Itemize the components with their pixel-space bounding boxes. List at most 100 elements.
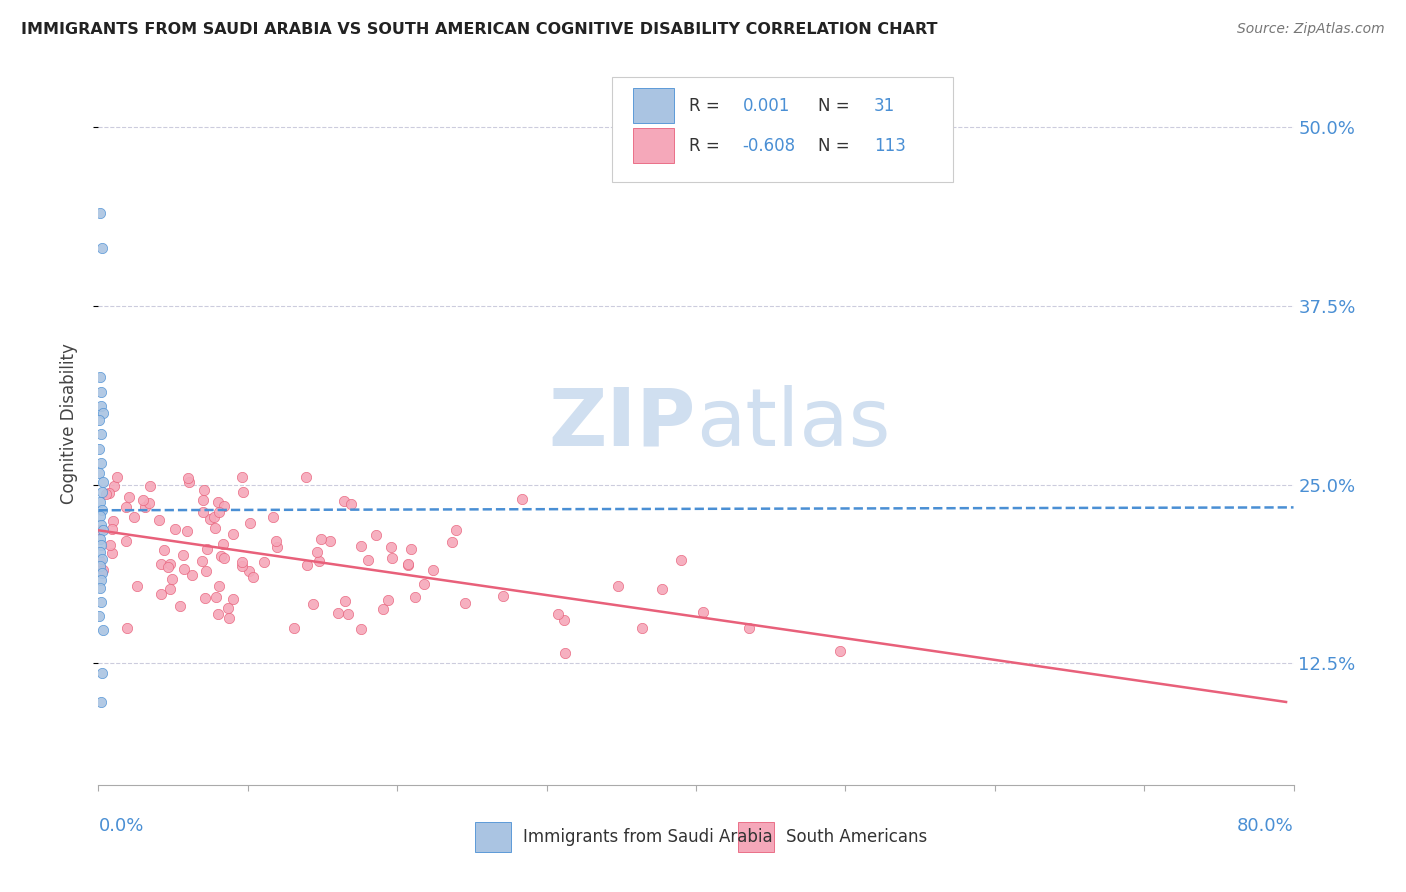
Point	[333, 594, 356, 608]
Point	[89, 524, 111, 538]
Point	[412, 577, 434, 591]
Point	[262, 510, 284, 524]
Point	[159, 582, 181, 596]
Point	[231, 559, 253, 574]
Point	[350, 622, 373, 636]
Point	[242, 570, 264, 584]
Point	[89, 609, 111, 624]
Point	[91, 523, 114, 537]
Bar	[633, 88, 675, 123]
Text: N =: N =	[818, 97, 855, 115]
Point	[297, 558, 319, 572]
Point	[381, 550, 404, 565]
Point	[89, 581, 111, 595]
Point	[319, 534, 342, 549]
Text: 113: 113	[875, 136, 905, 154]
Point	[132, 492, 155, 507]
Point	[231, 555, 253, 569]
Point	[305, 545, 328, 559]
Point	[217, 600, 239, 615]
Point	[191, 554, 214, 568]
Point	[98, 538, 121, 552]
Point	[212, 500, 235, 514]
Point	[328, 607, 350, 621]
Point	[125, 579, 148, 593]
Point	[380, 540, 402, 554]
Text: IMMIGRANTS FROM SAUDI ARABIA VS SOUTH AMERICAN COGNITIVE DISABILITY CORRELATION : IMMIGRANTS FROM SAUDI ARABIA VS SOUTH AM…	[21, 22, 938, 37]
Point	[553, 613, 575, 627]
Point	[90, 595, 112, 609]
Point	[118, 490, 141, 504]
Point	[209, 549, 232, 564]
Point	[231, 470, 253, 484]
Point	[444, 524, 467, 538]
Point	[105, 470, 128, 484]
Point	[512, 491, 534, 506]
Point	[266, 533, 288, 548]
Point	[332, 494, 354, 508]
Point	[103, 479, 125, 493]
Text: N =: N =	[818, 136, 855, 154]
Text: -0.608: -0.608	[742, 136, 796, 154]
Point	[222, 591, 245, 606]
FancyBboxPatch shape	[613, 77, 953, 182]
Bar	[475, 822, 510, 852]
Point	[89, 413, 111, 427]
Text: R =: R =	[689, 136, 725, 154]
Point	[252, 555, 274, 569]
Point	[202, 509, 225, 524]
Point	[173, 562, 195, 576]
Point	[163, 522, 186, 536]
Point	[90, 242, 112, 256]
Point	[169, 599, 191, 614]
Point	[115, 621, 138, 635]
Point	[396, 558, 419, 572]
Point	[148, 513, 170, 527]
Point	[90, 695, 112, 709]
Point	[204, 521, 226, 535]
Point	[194, 591, 217, 605]
Point	[302, 597, 325, 611]
Point	[631, 621, 654, 635]
Y-axis label: Cognitive Disability: Cognitive Disability	[59, 343, 77, 504]
Point	[150, 587, 173, 601]
Point	[669, 553, 692, 567]
Point	[98, 485, 121, 500]
Point	[422, 563, 444, 577]
Point	[371, 602, 394, 616]
Point	[193, 483, 215, 497]
Point	[311, 533, 333, 547]
Point	[350, 539, 373, 553]
Point	[283, 621, 305, 635]
Text: Source: ZipAtlas.com: Source: ZipAtlas.com	[1237, 22, 1385, 37]
Point	[91, 666, 114, 681]
Text: ZIP: ZIP	[548, 384, 696, 463]
Point	[90, 552, 112, 566]
Point	[191, 492, 214, 507]
Point	[160, 572, 183, 586]
Point	[191, 506, 214, 520]
Point	[138, 496, 160, 510]
Point	[89, 494, 111, 508]
Point	[266, 541, 288, 555]
Point	[89, 532, 111, 546]
Point	[96, 487, 118, 501]
Point	[454, 596, 477, 610]
Point	[139, 479, 162, 493]
Point	[177, 475, 200, 489]
Point	[114, 500, 136, 515]
Point	[122, 509, 145, 524]
Point	[554, 646, 576, 660]
Point	[91, 563, 114, 577]
Point	[89, 554, 111, 568]
Text: Immigrants from Saudi Arabia: Immigrants from Saudi Arabia	[523, 828, 772, 846]
Point	[440, 534, 463, 549]
Point	[90, 538, 112, 552]
Point	[337, 607, 360, 621]
Point	[89, 205, 111, 219]
Point	[89, 442, 111, 456]
Point	[90, 427, 112, 442]
Text: 0.0%: 0.0%	[98, 817, 143, 836]
Point	[101, 514, 124, 528]
Text: 31: 31	[875, 97, 896, 115]
